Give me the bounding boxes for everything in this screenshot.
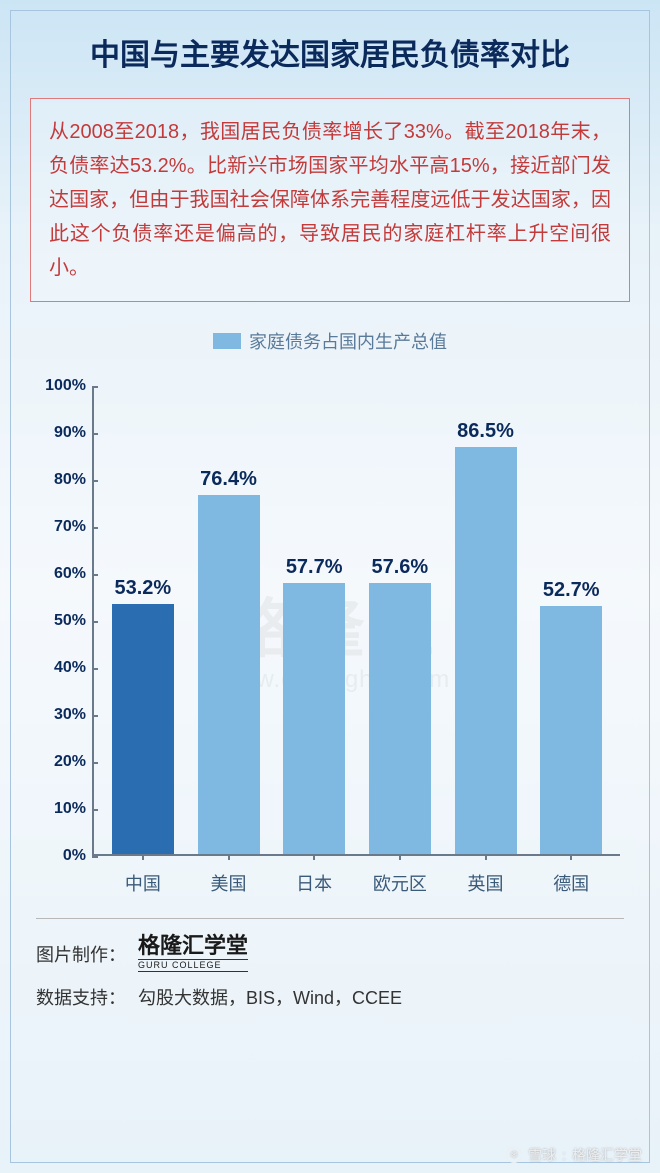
- content: 中国与主要发达国家居民负债率对比 从2008至2018，我国居民负债率增长了33…: [0, 0, 660, 376]
- chart-container: 格隆汇 www.gelonghui.com 0%10%20%30%40%50%6…: [0, 376, 660, 896]
- bars-group: 53.2%中国76.4%美国57.7%日本57.6%欧元区86.5%英国52.7…: [94, 386, 620, 854]
- bar-value-label: 76.4%: [200, 468, 257, 491]
- description-text: 从2008至2018，我国居民负债率增长了33%。截至2018年末，负债率达53…: [49, 115, 611, 285]
- footer-made-by: 图片制作： 格隆汇学堂 GURU COLLEGE: [36, 935, 624, 972]
- y-tick-label: 40%: [40, 659, 92, 677]
- footer-data-support: 数据支持： 勾股大数据，BIS，Wind，CCEE: [36, 984, 624, 1010]
- footer: 图片制作： 格隆汇学堂 GURU COLLEGE 数据支持： 勾股大数据，BIS…: [0, 896, 660, 1010]
- data-support-value: 勾股大数据，BIS，Wind，CCEE: [138, 984, 402, 1010]
- bar-chart: 格隆汇 www.gelonghui.com 0%10%20%30%40%50%6…: [40, 376, 630, 896]
- footer-divider: [36, 918, 624, 919]
- y-tick-label: 20%: [40, 753, 92, 771]
- bar-value-label: 57.6%: [371, 556, 428, 579]
- bar: [112, 604, 174, 854]
- y-tick-label: 10%: [40, 800, 92, 818]
- y-tick-label: 0%: [40, 847, 92, 865]
- x-axis-label: 日本: [296, 870, 332, 896]
- bar-column: 57.6%欧元区: [357, 556, 443, 854]
- legend-label: 家庭债务占国内生产总值: [249, 328, 447, 354]
- data-support-label: 数据支持：: [36, 984, 126, 1010]
- brand-name: 格隆汇学堂: [138, 933, 248, 958]
- chart-legend: 家庭债务占国内生产总值: [30, 328, 630, 354]
- x-tick-mark: [570, 854, 572, 860]
- bar-column: 76.4%美国: [186, 468, 272, 854]
- y-tick-label: 60%: [40, 565, 92, 583]
- brand-sub: GURU COLLEGE: [138, 959, 248, 972]
- y-tick-label: 30%: [40, 706, 92, 724]
- x-axis-label: 美国: [211, 870, 247, 896]
- made-by-label: 图片制作：: [36, 941, 126, 967]
- source-platform: 雪球: [528, 1145, 556, 1165]
- bar: [540, 606, 602, 854]
- x-tick-mark: [228, 854, 230, 860]
- bar-value-label: 53.2%: [114, 577, 171, 600]
- brand: 格隆汇学堂 GURU COLLEGE: [138, 935, 248, 972]
- y-tick-label: 50%: [40, 612, 92, 630]
- bar: [369, 583, 431, 854]
- bar-value-label: 52.7%: [543, 579, 600, 602]
- x-tick-mark: [142, 854, 144, 860]
- plot-area: 53.2%中国76.4%美国57.7%日本57.6%欧元区86.5%英国52.7…: [92, 386, 620, 856]
- x-axis-label: 欧元区: [373, 870, 427, 896]
- source-sep: :: [562, 1147, 566, 1163]
- bar-column: 57.7%日本: [271, 556, 357, 854]
- bar: [283, 583, 345, 854]
- x-axis-label: 英国: [468, 870, 504, 896]
- bar-value-label: 86.5%: [457, 420, 514, 443]
- y-tick-label: 100%: [40, 377, 92, 395]
- legend-swatch: [213, 333, 241, 349]
- source-stamp: ❄ 雪球 : 格隆汇学堂: [506, 1145, 642, 1165]
- y-tick-label: 70%: [40, 518, 92, 536]
- bar-column: 86.5%英国: [443, 420, 529, 854]
- source-author: 格隆汇学堂: [572, 1145, 642, 1165]
- x-tick-mark: [485, 854, 487, 860]
- bar-value-label: 57.7%: [286, 556, 343, 579]
- snowball-icon: ❄: [506, 1147, 522, 1163]
- y-tick-mark: [92, 856, 98, 858]
- page-title: 中国与主要发达国家居民负债率对比: [30, 30, 630, 74]
- x-tick-mark: [313, 854, 315, 860]
- y-tick-label: 90%: [40, 424, 92, 442]
- bar: [455, 447, 517, 854]
- bar-column: 53.2%中国: [100, 577, 186, 854]
- y-tick-label: 80%: [40, 471, 92, 489]
- x-axis-label: 中国: [125, 870, 161, 896]
- bar-column: 52.7%德国: [528, 579, 614, 854]
- bar: [198, 495, 260, 854]
- description-box: 从2008至2018，我国居民负债率增长了33%。截至2018年末，负债率达53…: [30, 98, 630, 302]
- x-axis-label: 德国: [553, 870, 589, 896]
- x-tick-mark: [399, 854, 401, 860]
